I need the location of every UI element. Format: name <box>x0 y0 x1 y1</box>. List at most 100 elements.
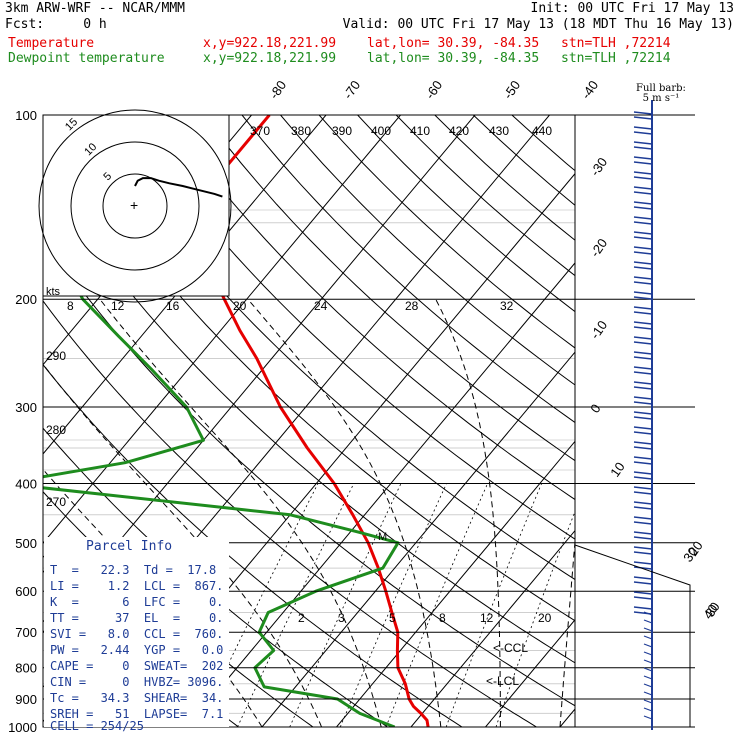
model-title: 3km ARW-WRF -- NCAR/MMM <box>5 1 186 16</box>
isotherm-line <box>336 440 575 727</box>
wind-barb <box>633 141 653 150</box>
mixing-ratio-label: 12 <box>480 611 494 625</box>
mixing-ratio-label: 2 <box>298 611 305 625</box>
isotherm-label: 10 <box>607 459 628 479</box>
hodograph-ring <box>38 109 232 303</box>
dewpoint-latlon: lat,lon= 30.39, -84.35 <box>367 51 540 66</box>
isotherm-line <box>187 262 575 727</box>
mixing-ratio-label: 20 <box>233 299 247 313</box>
init-time: Init: 00 UTC Fri 17 May 13 <box>530 1 735 16</box>
mixing-ratio-label: 20 <box>538 611 552 625</box>
forecast-hour: Fcst: 0 h <box>5 17 107 32</box>
wind-barb <box>633 261 653 270</box>
isotherm-label: -80 <box>266 78 289 102</box>
parcel-row: PW = 2.44 YGP = 0.0 <box>50 643 224 657</box>
isotherm-label: -50 <box>500 78 523 102</box>
wind-barb <box>643 627 653 632</box>
dry-adiabat <box>48 115 575 622</box>
moist-adiabat <box>559 534 575 727</box>
parcel-row: SREH = 51 LAPSE= 7.1 <box>50 707 224 721</box>
parcel-info-title: Parcel Info <box>86 539 173 554</box>
plot-frame <box>42 114 576 728</box>
wind-barb <box>633 606 653 615</box>
hodograph-ring <box>70 141 200 271</box>
wind-barb <box>643 619 653 624</box>
wind-barb <box>633 561 653 570</box>
wind-barb <box>643 611 653 616</box>
ccl-marker: <-CCL <box>493 641 528 655</box>
theta-label: 430 <box>489 124 509 138</box>
wind-barb <box>633 426 653 435</box>
dry-adiabat <box>472 115 575 206</box>
wind-barb <box>633 576 653 585</box>
isotherm-label: -30 <box>587 155 610 179</box>
theta-label: 270 <box>46 495 66 509</box>
pressure-tick-label: 1000 <box>8 720 37 735</box>
hodograph-trace <box>134 177 223 198</box>
mixing-ratio-label: 24 <box>314 299 328 313</box>
theta-label: 290 <box>46 349 66 363</box>
lcl-marker: <-LCL <box>486 674 519 688</box>
pressure-tick-label: 500 <box>15 536 37 551</box>
wind-barb <box>633 156 653 165</box>
wind-barb <box>633 336 653 345</box>
mixing-ratio-label: 12 <box>111 299 125 313</box>
wind-barb <box>633 381 653 390</box>
isotherm-label: 20 <box>685 538 706 558</box>
wind-barb-key-line2: 5 m s⁻¹ <box>642 93 680 104</box>
wind-barb <box>633 126 653 135</box>
mixing-ratio-line <box>445 483 542 727</box>
dry-adiabat <box>241 115 575 424</box>
wind-barb <box>633 456 653 465</box>
parcel-row: SVI = 8.0 CCL = 760. <box>50 627 224 641</box>
hodograph-center: + <box>130 197 138 213</box>
wind-barb <box>633 201 653 210</box>
wind-barb <box>633 276 653 285</box>
pressure-tick-label: 800 <box>15 661 37 676</box>
parcel-row: CAPE = 0 SWEAT= 202 <box>50 659 224 673</box>
wind-barb <box>633 351 653 360</box>
temperature-xy: x,y=922.18,221.99 <box>203 36 337 51</box>
wind-barb <box>643 651 653 656</box>
wind-barb <box>633 486 653 495</box>
dry-adiabat <box>43 235 575 707</box>
isotherm-line <box>43 115 327 455</box>
dry-adiabat <box>318 115 575 349</box>
mixed-layer-marker: M <box>378 531 387 543</box>
isotherm-label: 30 <box>702 599 723 619</box>
dry-adiabat <box>511 115 575 172</box>
wind-barb <box>633 516 653 525</box>
wind-barb <box>643 659 653 664</box>
isotherm-label: -10 <box>587 318 610 342</box>
hodograph-frame <box>42 114 230 297</box>
moist-adiabat <box>43 363 323 727</box>
wind-barb <box>643 707 653 712</box>
wind-barb <box>633 591 653 600</box>
mixing-ratio-label: 32 <box>500 299 514 313</box>
dry-adiabat <box>43 300 537 727</box>
wind-barb <box>643 699 653 704</box>
mixing-ratio-label: 3 <box>338 611 345 625</box>
wind-barb <box>633 246 653 255</box>
wind-barb-key-line1: Full barb: <box>636 83 686 94</box>
wind-barb <box>633 396 653 405</box>
valid-time: Valid: 00 UTC Fri 17 May 13 (18 MDT Thu … <box>342 17 734 32</box>
pressure-tick-label: 200 <box>15 292 37 307</box>
wind-barb <box>633 111 653 120</box>
dry-adiabat <box>203 115 575 462</box>
wind-barb <box>633 471 653 480</box>
dry-adiabat <box>357 115 575 313</box>
dry-adiabat <box>43 363 463 727</box>
isotherm-line <box>485 619 575 727</box>
wind-barb <box>633 171 653 180</box>
wind-barb <box>643 667 653 672</box>
theta-label: 370 <box>250 124 270 138</box>
hodograph-units: kts <box>46 286 61 298</box>
theta-label: 280 <box>46 423 66 437</box>
theta-label: 440 <box>532 124 552 138</box>
wind-barb <box>643 715 653 720</box>
parcel-row: LI = 1.2 LCL = 867. <box>50 579 224 593</box>
theta-label: 380 <box>291 124 311 138</box>
isotherm-label: -60 <box>422 78 445 102</box>
theta-label: 410 <box>410 124 430 138</box>
